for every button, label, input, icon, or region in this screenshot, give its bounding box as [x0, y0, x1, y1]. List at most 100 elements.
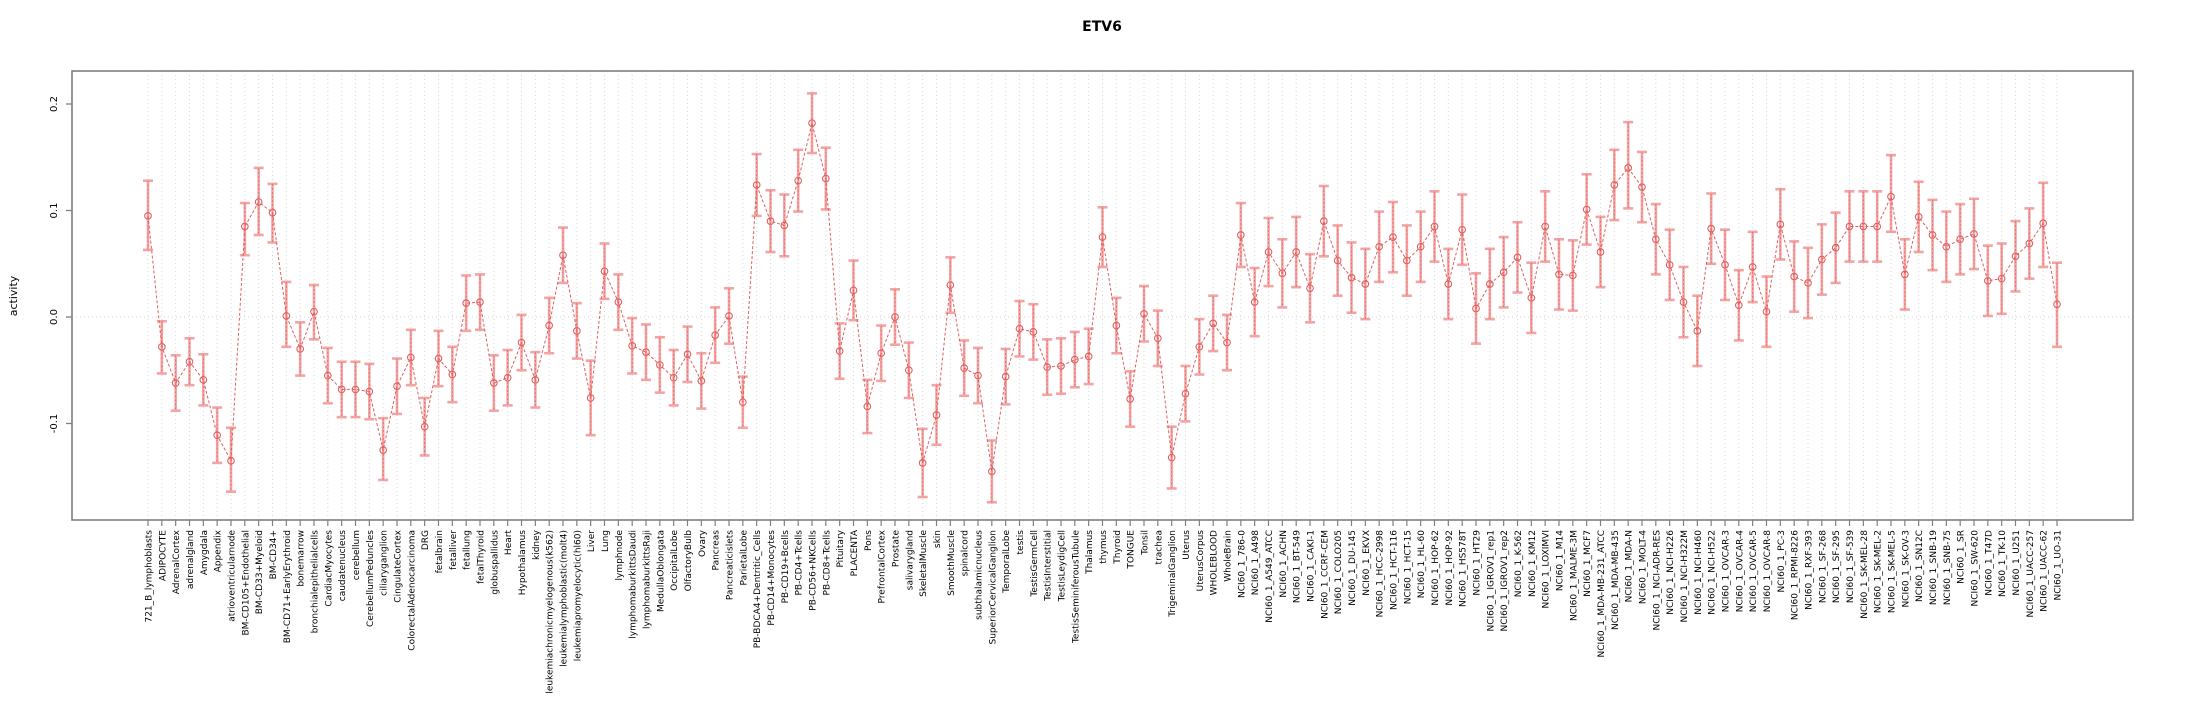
data-point: [337, 385, 346, 394]
data-point: [545, 321, 554, 330]
data-point: [1527, 293, 1536, 302]
data-point: [1638, 183, 1646, 191]
data-point: [1596, 248, 1605, 256]
x-tick-label: fetallung: [463, 530, 473, 570]
x-tick-label: Pons: [864, 530, 874, 551]
data-point: [323, 371, 332, 380]
data-point: [600, 267, 609, 276]
data-point: [1762, 307, 1771, 316]
data-point: [614, 298, 623, 306]
x-tick-label: Amygdala: [200, 530, 210, 575]
data-point: [794, 176, 803, 185]
x-tick-label: Hypothalamus: [518, 530, 528, 596]
x-tick-label: NCI60_1_SK-OV-3: [1901, 530, 1911, 608]
x-tick-label: NCI60_1_HOP-62: [1431, 530, 1441, 606]
x-tick-label: PB-BDCA4+Dentritic_Cells: [753, 530, 763, 649]
x-tick-label: Pancreas: [712, 530, 722, 571]
x-tick-label: leukemialymphoblastic(molt4): [560, 530, 570, 667]
data-point: [1015, 324, 1024, 333]
x-tick-label: CardiacMyocytes: [324, 530, 334, 607]
data-point: [1748, 263, 1757, 271]
data-point: [1665, 260, 1674, 269]
x-tick-label: bonemarrow: [297, 530, 307, 587]
x-tick-label: NCI60_1_NCI-H322M: [1680, 530, 1690, 622]
data-point: [213, 431, 222, 440]
x-tick-label: fetalThyroid: [477, 530, 487, 584]
x-tick-label: Heart: [504, 530, 514, 556]
x-tick-label: PLACENTA: [850, 529, 860, 576]
x-tick-label: ADIPOCYTE: [158, 530, 168, 581]
data-point: [1375, 242, 1384, 251]
x-tick-label: Thyroid: [1113, 530, 1123, 565]
x-tick-label: NCI60_1_UACC-62: [2040, 530, 2050, 612]
x-tick-label: NCI60_1_COLO205: [1334, 530, 1344, 614]
data-point: [1126, 395, 1135, 403]
data-point: [144, 211, 152, 220]
data-points: [144, 119, 2061, 476]
data-point: [503, 373, 512, 382]
x-tick-label: SuperiorCervicalGanglion: [988, 530, 998, 645]
data-point: [974, 371, 982, 380]
data-point: [1472, 304, 1480, 313]
x-tick-label: NCI60_1_A549_ATCC: [1265, 530, 1275, 623]
x-tick-label: Lung: [601, 530, 611, 552]
x-tick-label: NCI60_1_UACC-257: [2026, 530, 2036, 617]
data-point: [1859, 222, 1868, 231]
data-point: [835, 347, 844, 355]
x-tick-label: ColorectalAdenocarcinoma: [407, 530, 417, 651]
x-tick-label: NCI60_1_DU-145: [1348, 530, 1358, 606]
data-point: [808, 119, 816, 128]
data-point: [531, 375, 540, 384]
x-tick-label: UterusCorpus: [1196, 530, 1206, 592]
data-point: [1776, 220, 1785, 229]
data-point: [462, 299, 471, 308]
x-tick-label: BM-CD105+Endothelial: [241, 530, 251, 636]
data-point: [1610, 181, 1619, 189]
data-point: [1264, 248, 1273, 256]
data-point: [766, 217, 775, 225]
x-tick-label: ciliaryganglion: [380, 530, 390, 596]
x-tick-label: Thalamus: [1085, 530, 1095, 575]
x-tick-label: NCI60_1_CAKI-1: [1307, 530, 1317, 602]
data-point: [1140, 309, 1148, 318]
data-point: [1970, 230, 1978, 238]
data-point: [1361, 280, 1370, 288]
data-point: [1043, 363, 1052, 371]
data-point: [171, 379, 180, 387]
data-point: [1845, 222, 1854, 231]
x-tick-label: TrigeminalGanglion: [1168, 530, 1178, 618]
data-point: [1983, 276, 1992, 285]
x-tick-label: NCI60_1_PC-3: [1777, 530, 1787, 593]
data-point: [351, 385, 360, 394]
data-point: [1499, 268, 1508, 277]
data-point: [1319, 217, 1328, 225]
x-tick-label: NCI60_1_HCC-2998: [1376, 530, 1386, 618]
x-tick-label: NCI60_1_OVCAR-8: [1763, 530, 1773, 613]
x-tick-label: TemporalLobe: [1002, 530, 1012, 594]
data-point: [863, 402, 872, 411]
x-tick-label: NCI60_1_SK-MEL-5: [1888, 530, 1898, 613]
data-point: [628, 341, 637, 350]
x-tick-label: NCI60_1_IGROV1_rep2: [1500, 530, 1510, 632]
data-point: [780, 221, 789, 230]
x-tick-label: NCI60_1_SR: [1957, 530, 1967, 584]
x-tick-label: WholeBrain: [1224, 530, 1234, 582]
x-tick-label: NCI60_1_KM12: [1528, 530, 1538, 597]
x-tick-label: NCI60_1_LOXIMVI: [1542, 530, 1552, 608]
data-point: [1181, 389, 1190, 398]
x-tick-label: SmoothMuscle: [947, 530, 957, 596]
data-point: [725, 312, 733, 320]
x-tick-label: trachea: [1154, 530, 1164, 564]
x-tick-label: globuspallidus: [490, 530, 500, 595]
data-point: [1029, 328, 1038, 336]
x-tick-label: NCI60_1_EKVX: [1362, 530, 1372, 596]
data-point: [1651, 235, 1660, 244]
x-tick-label: BM-CD71+EarlyErythroid: [283, 530, 293, 643]
x-tick-label: NCI60_1_HCT-116: [1390, 530, 1400, 610]
x-tick-label: NCI60_1_UO-31: [2054, 530, 2064, 600]
x-tick-label: WHOLEBLOOD: [1210, 530, 1220, 595]
x-tick-label: NCI60_1_NCI-H460: [1694, 530, 1704, 615]
x-tick-label: NCI60_1_K-562: [1514, 530, 1524, 597]
x-tick-label: PB-CD19+Bcells: [781, 530, 791, 604]
x-tick-label: NCI60_1_RXF-393: [1805, 530, 1815, 610]
